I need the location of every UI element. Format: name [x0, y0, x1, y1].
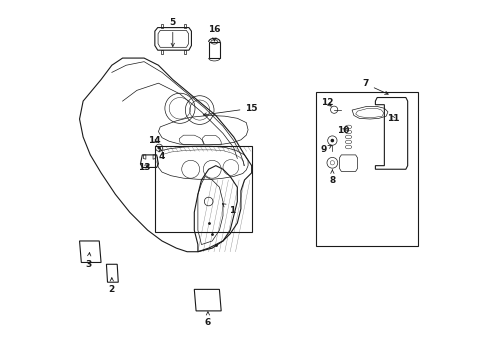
Text: 3: 3 [85, 253, 91, 269]
Text: 13: 13 [138, 163, 150, 172]
Bar [155, 146, 251, 232]
Circle shape [330, 139, 333, 142]
Text: 11: 11 [386, 114, 399, 123]
Bar [316, 92, 418, 246]
Text: 16: 16 [208, 25, 220, 41]
Text: 10: 10 [336, 126, 348, 135]
Text: 15: 15 [203, 104, 257, 116]
Text: 12: 12 [320, 98, 332, 107]
Text: 8: 8 [328, 170, 335, 185]
Text: 2: 2 [108, 278, 115, 294]
Text: 4: 4 [158, 149, 164, 161]
Text: 1: 1 [222, 204, 235, 215]
Text: 5: 5 [169, 18, 176, 46]
Text: 6: 6 [204, 312, 211, 327]
Text: 14: 14 [147, 136, 160, 145]
Text: 9: 9 [320, 145, 331, 154]
Text: 7: 7 [362, 80, 387, 94]
Circle shape [158, 146, 160, 149]
